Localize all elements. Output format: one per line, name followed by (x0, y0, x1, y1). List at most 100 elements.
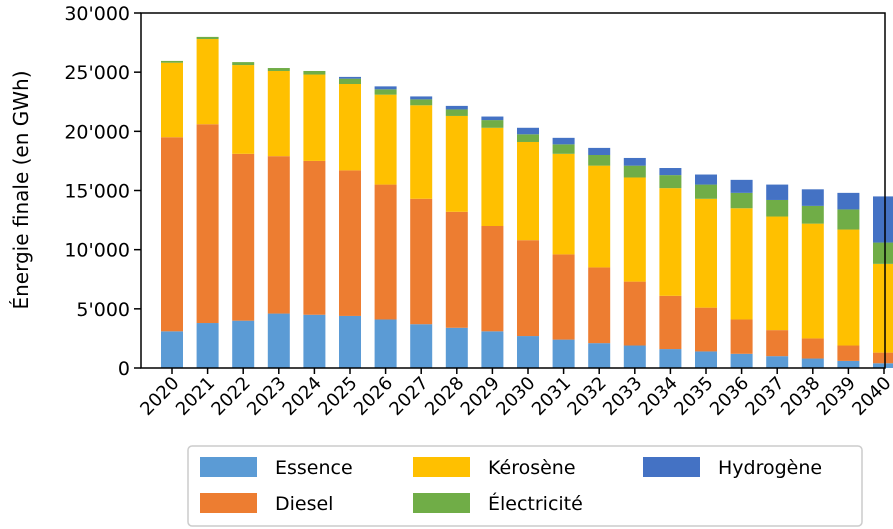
bar-essence-2021 (196, 323, 219, 368)
bar-diesel-2035 (695, 307, 717, 352)
y-axis-label: Énergie finale (en GWh) (9, 70, 33, 309)
bar-kérosène-2038 (801, 223, 824, 339)
bar-essence-2029 (481, 331, 504, 368)
bar-diesel-2020 (161, 137, 183, 332)
x-tick-label: 2025 (314, 373, 361, 420)
bar-essence-2028 (445, 327, 468, 368)
bar-électricité-2031 (552, 144, 575, 154)
bar-essence-2030 (517, 336, 539, 368)
bar-kérosène-2039 (837, 229, 860, 346)
bar-électricité-2036 (730, 192, 753, 209)
bar-diesel-2040 (873, 352, 893, 364)
bar-essence-2024 (303, 314, 326, 368)
bar-diesel-2031 (552, 254, 575, 340)
bar-essence-2020 (161, 331, 183, 368)
legend-swatch-hydrogène (643, 457, 700, 477)
legend-label-essence: Essence (275, 457, 353, 479)
x-tick-label: 2030 (492, 373, 539, 420)
x-tick-label: 2022 (207, 373, 254, 420)
x-tick-label: 2038 (777, 373, 824, 420)
bar-essence-2035 (695, 351, 717, 368)
bar-hydrogène-2035 (695, 174, 717, 185)
x-tick-label: 2031 (528, 373, 575, 420)
bar-électricité-2030 (517, 134, 539, 142)
y-tick-label: 15'000 (64, 181, 130, 203)
y-tick-label: 25'000 (64, 62, 130, 84)
bar-kérosène-2029 (481, 127, 504, 226)
bar-diesel-2037 (766, 330, 789, 357)
x-tick-label: 2032 (563, 373, 610, 420)
legend-swatch-essence (200, 457, 257, 477)
bar-kérosène-2024 (303, 74, 326, 161)
bar-kérosène-2028 (445, 115, 468, 212)
bar-diesel-2025 (339, 170, 361, 316)
bar-électricité-2029 (481, 120, 504, 128)
bar-essence-2040 (873, 363, 893, 368)
bar-essence-2032 (588, 343, 611, 368)
x-tick-label: 2035 (670, 373, 717, 420)
y-tick-label: 10'000 (64, 240, 130, 262)
y-tick-label: 30'000 (64, 3, 130, 25)
bar-kérosène-2021 (196, 39, 219, 125)
y-tick-label: 20'000 (64, 121, 130, 143)
bar-kérosène-2022 (232, 65, 255, 154)
y-axis: 0 5'000 10'000 15'000 20'000 25'000 30'000 (64, 3, 141, 380)
bar-kérosène-2034 (659, 188, 682, 296)
bar-diesel-2029 (481, 226, 504, 332)
bar-électricité-2022 (232, 62, 255, 66)
bar-hydrogène-2029 (481, 116, 504, 121)
bar-kérosène-2037 (766, 216, 789, 331)
bar-électricité-2038 (801, 205, 824, 224)
bar-électricité-2034 (659, 175, 682, 189)
x-tick-label: 2026 (350, 373, 397, 420)
bar-kérosène-2026 (374, 94, 397, 185)
bar-essence-2039 (837, 360, 860, 368)
y-tick-label: 0 (118, 358, 130, 380)
x-tick-label: 2033 (599, 373, 646, 420)
bar-kérosène-2036 (730, 208, 753, 320)
legend-swatch-kérosène (413, 457, 470, 477)
bar-hydrogène-2030 (517, 127, 539, 135)
bar-essence-2038 (801, 358, 824, 368)
bar-diesel-2036 (730, 319, 753, 354)
bar-hydrogène-2040 (873, 196, 893, 243)
bar-essence-2022 (232, 320, 255, 368)
legend-swatch-diesel (200, 493, 257, 513)
x-tick-label: 2029 (457, 373, 504, 420)
bar-kérosène-2023 (267, 70, 290, 157)
bar-hydrogène-2036 (730, 179, 753, 193)
bar-essence-2031 (552, 339, 575, 368)
bar-essence-2036 (730, 353, 753, 368)
bar-kérosène-2020 (161, 62, 183, 138)
bar-électricité-2040 (873, 242, 893, 264)
x-tick-label: 2040 (848, 373, 893, 420)
legend-swatch-électricité (413, 493, 470, 513)
bar-essence-2034 (659, 349, 682, 368)
bar-électricité-2039 (837, 209, 860, 230)
x-tick-label: 2028 (421, 373, 468, 420)
bar-électricité-2021 (196, 36, 219, 40)
bar-kérosène-2032 (588, 165, 611, 268)
bar-hydrogène-2039 (837, 192, 860, 210)
bar-électricité-2033 (623, 165, 646, 178)
bar-hydrogène-2038 (801, 189, 824, 206)
bar-diesel-2026 (374, 184, 397, 320)
bar-diesel-2038 (801, 338, 824, 359)
bar-hydrogène-2037 (766, 184, 789, 200)
legend-label-kérosène: Kérosène (488, 457, 576, 479)
x-tick-label: 2021 (172, 373, 219, 420)
bar-kérosène-2040 (873, 263, 893, 353)
y-tick-label: 5'000 (76, 299, 130, 321)
bar-hydrogène-2028 (445, 105, 468, 110)
bar-hydrogène-2033 (623, 157, 646, 166)
bar-essence-2025 (339, 315, 361, 368)
bar-diesel-2024 (303, 160, 326, 315)
bar-diesel-2023 (267, 156, 290, 314)
bar-électricité-2026 (374, 89, 397, 95)
x-tick-label: 2023 (243, 373, 290, 420)
bar-hydrogène-2031 (552, 137, 575, 145)
bar-kérosène-2035 (695, 198, 717, 308)
legend: Essence Diesel Kérosène Électricité Hydrogèn… (187, 445, 863, 527)
bars-layer (161, 36, 893, 368)
